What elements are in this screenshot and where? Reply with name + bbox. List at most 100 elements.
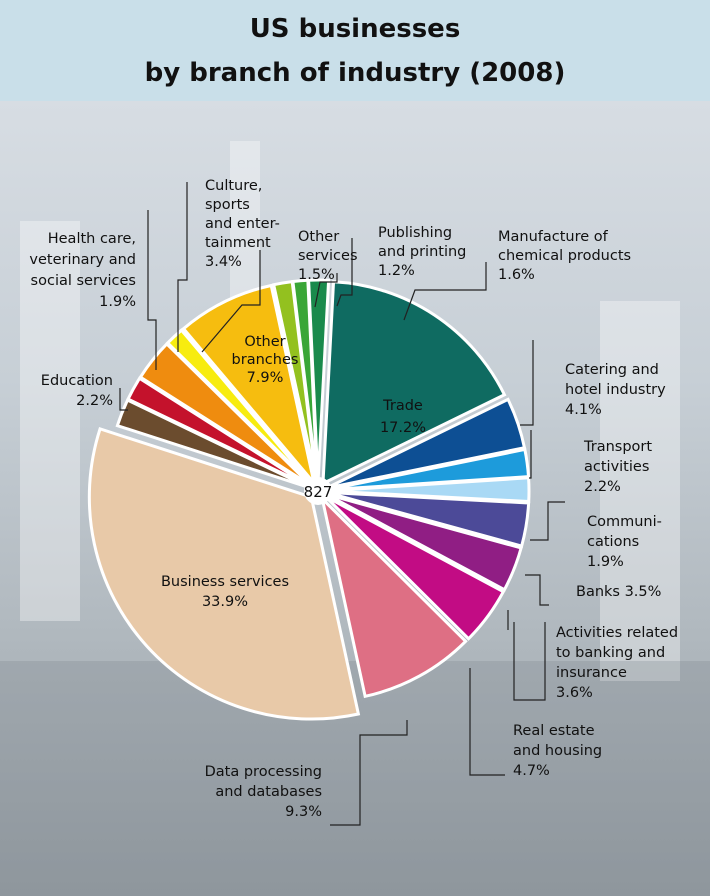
label-transport-line: 2.2%: [584, 479, 621, 495]
center-total: 827: [304, 477, 333, 505]
label-dataprocessing-line: and databases: [215, 784, 322, 800]
pie-slice-banks: [326, 490, 531, 548]
background-building: [600, 301, 680, 681]
leader-line: [330, 720, 408, 826]
label-business: Business services 33.9%: [161, 574, 289, 610]
label-health-line: 1.9%: [99, 294, 136, 310]
label-health: Health care, veterinary and social service…: [29, 231, 136, 310]
leader-line: [177, 182, 188, 352]
leader-line: [513, 622, 546, 701]
label-health-line: social services: [31, 273, 136, 289]
leader-line: [530, 501, 565, 541]
label-transport-line: Transport: [583, 439, 652, 455]
label-dataprocessing: Data processing and databases 9.3%: [205, 764, 322, 820]
leader-line: [403, 262, 487, 321]
label-transport-line: activities: [584, 459, 649, 475]
pie-slice-trade: [321, 280, 507, 486]
label-culture: Culture, sports and enter-tainment 3.4%: [205, 178, 280, 270]
pie-slice-chemical: [307, 278, 331, 483]
label-communications-line: 1.9%: [587, 554, 624, 570]
label-otherbranches-line: Other: [244, 334, 285, 350]
label-catering-line: 4.1%: [565, 402, 602, 418]
label-realestate: Real estate and housing 4.7%: [513, 723, 602, 779]
pie-slice-otherservices2: [165, 328, 314, 486]
label-transport: Transport activities 2.2%: [583, 439, 652, 495]
label-education-line: Education: [41, 373, 113, 389]
label-culture-line: sports: [205, 197, 250, 213]
pie-slice-communications: [326, 476, 531, 504]
leader-line: [529, 430, 532, 479]
label-chemical: Manufacture of chemical products 1.6%: [498, 229, 631, 283]
chart-title-line-2: by branch of industry (2008): [144, 58, 566, 88]
label-banks-line: Banks 3.5%: [576, 584, 661, 600]
label-otherbranches-line: 7.9%: [247, 370, 284, 386]
leader-line: [314, 273, 338, 308]
leader-line: [201, 250, 261, 353]
label-banking-line: Activities related: [556, 625, 678, 641]
label-business-line: Business services: [161, 574, 289, 590]
leader-line: [520, 340, 534, 426]
label-chemical-line: chemical products: [498, 248, 631, 264]
label-banking: Activities related to banking and insuranc…: [556, 625, 678, 701]
label-catering-line: Catering and: [565, 362, 659, 378]
label-otherservices-line: services: [298, 248, 358, 264]
center-total-label: 827: [304, 483, 333, 501]
label-dataprocessing-line: 9.3%: [285, 804, 322, 820]
label-trade: Trade 17.2%: [380, 398, 426, 436]
label-chemical-line: Manufacture of: [498, 229, 609, 245]
label-culture-line: 3.4%: [205, 254, 242, 270]
chart-title-line-1: US businesses: [249, 14, 461, 44]
pie-slice-business: [87, 426, 361, 721]
label-education-line: 2.2%: [76, 393, 113, 409]
leader-line: [336, 238, 353, 307]
label-otherservices-line: 1.5%: [298, 267, 335, 283]
pie-slice-realestate: [324, 495, 506, 641]
pie-slices: [87, 278, 531, 721]
label-banking-line: insurance: [556, 665, 627, 681]
center-dot: [304, 477, 332, 505]
slice-labels: Trade 17.2% Catering and hotel industry 4.1%…: [29, 178, 678, 820]
label-publishing-line: and printing: [378, 244, 466, 260]
label-business-line: 33.9%: [202, 594, 248, 610]
pie-slice-banking: [325, 492, 523, 592]
label-publishing: Publishing and printing 1.2%: [378, 225, 466, 279]
label-trade-line: Trade: [382, 398, 423, 414]
label-otherservices-line: Other: [298, 229, 339, 245]
label-education: Education 2.2%: [41, 373, 113, 409]
leader-line: [119, 388, 128, 411]
label-culture-line: Culture,: [205, 178, 262, 194]
city-skyline-background: [0, 101, 710, 896]
label-banking-line: 3.6%: [556, 685, 593, 701]
label-culture-line: tainment: [205, 235, 271, 251]
label-trade-line: 17.2%: [380, 420, 426, 436]
label-communications-line: Communi-: [587, 514, 662, 530]
label-communications-line: cations: [587, 534, 639, 550]
leader-line: [147, 210, 157, 370]
label-banks: Banks 3.5%: [576, 584, 661, 600]
label-health-line: Health care,: [48, 231, 136, 247]
label-publishing-line: Publishing: [378, 225, 452, 241]
label-otherservices: Other services 1.5%: [298, 229, 358, 283]
label-health-line: veterinary and: [29, 252, 136, 268]
label-dataprocessing-line: Data processing: [205, 764, 322, 780]
label-culture-line: and enter-: [205, 216, 280, 232]
label-realestate-line: Real estate: [513, 723, 595, 739]
label-realestate-line: 4.7%: [513, 763, 550, 779]
leader-line: [525, 574, 549, 606]
label-banking-line: to banking and: [556, 645, 665, 661]
leader-lines: [119, 182, 565, 826]
background-building: [20, 221, 80, 621]
label-publishing-line: 1.2%: [378, 263, 415, 279]
leader-line: [469, 668, 505, 776]
title-banner: US businesses by branch of industry (200…: [0, 0, 710, 101]
label-chemical-line: 1.6%: [498, 267, 535, 283]
label-catering-line: hotel industry: [565, 382, 666, 398]
label-communications: Communi-cations 1.9%: [587, 514, 662, 570]
pie-slice-catering: [325, 397, 527, 490]
label-catering: Catering and hotel industry 4.1%: [565, 362, 666, 418]
label-realestate-line: and housing: [513, 743, 602, 759]
pie-slice-dataprocessing: [319, 494, 468, 699]
label-otherbranches-line: branches: [232, 352, 299, 368]
